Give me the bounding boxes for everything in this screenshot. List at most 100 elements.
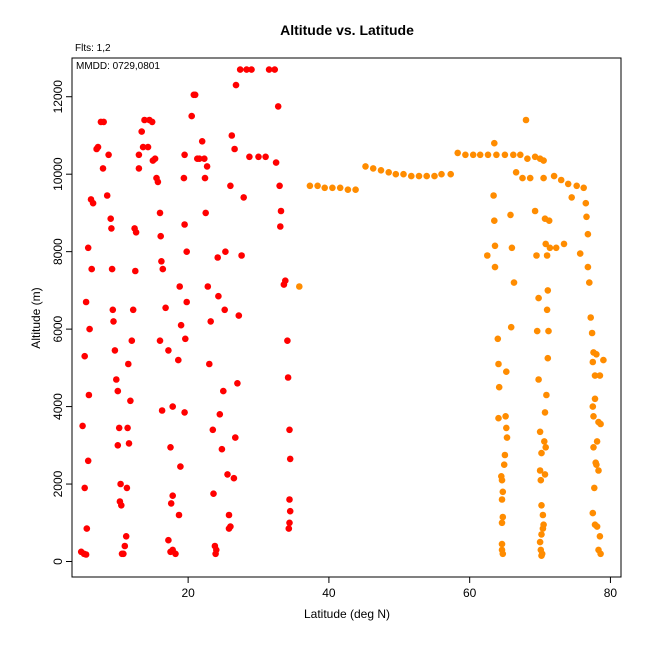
data-point: [231, 145, 238, 153]
data-point: [438, 170, 445, 178]
data-point: [154, 178, 162, 186]
data-point: [243, 66, 250, 73]
data-point: [586, 279, 593, 286]
data-point: [181, 151, 188, 159]
data-point: [222, 248, 229, 255]
data-point: [128, 337, 136, 345]
data-point: [183, 298, 190, 306]
data-point: [590, 444, 597, 451]
data-point: [596, 533, 604, 540]
x-axis: 20 40 60 80: [181, 577, 617, 600]
data-point: [491, 139, 498, 147]
data-point: [272, 159, 280, 166]
data-point: [127, 397, 134, 405]
data-point: [476, 151, 484, 159]
y-tick-label: 10000: [51, 157, 65, 191]
data-point: [108, 265, 116, 273]
data-point: [494, 335, 502, 343]
data-point: [501, 151, 509, 159]
data-point: [493, 151, 500, 159]
data-point: [495, 414, 502, 422]
data-point: [158, 407, 166, 414]
data-point: [207, 318, 214, 325]
data-point: [590, 413, 597, 420]
data-point: [238, 252, 245, 259]
data-point: [539, 511, 547, 519]
data-point: [139, 143, 147, 151]
data-point: [550, 172, 558, 180]
data-point: [498, 476, 506, 484]
data-point: [587, 314, 594, 321]
data-point: [124, 424, 131, 432]
data-point: [583, 213, 590, 221]
x-tick-label: 40: [322, 586, 336, 600]
data-point: [512, 169, 520, 176]
data-point: [100, 118, 107, 126]
data-point: [538, 552, 545, 559]
data-point: [169, 492, 176, 500]
data-point: [141, 116, 148, 124]
data-point: [85, 391, 93, 399]
data-point: [447, 170, 455, 178]
data-point: [129, 306, 137, 314]
data-point: [568, 194, 575, 201]
data-point: [533, 252, 540, 259]
data-point: [321, 184, 329, 192]
data-point: [183, 248, 190, 255]
data-point: [540, 174, 547, 182]
data-point: [462, 151, 469, 159]
data-point: [392, 170, 400, 178]
data-point: [400, 170, 407, 178]
data-point: [600, 356, 607, 364]
data-point: [114, 387, 122, 395]
data-point: [285, 525, 293, 532]
date-annotation: MMDD: 0729,0801: [76, 61, 160, 72]
data-point: [589, 358, 597, 366]
data-point: [536, 467, 544, 474]
data-point: [240, 194, 247, 201]
data-point: [576, 250, 584, 257]
data-point: [109, 306, 117, 314]
data-point: [206, 360, 213, 368]
data-point: [490, 192, 497, 199]
data-point: [117, 480, 124, 488]
data-point: [591, 484, 598, 492]
data-point: [596, 372, 604, 379]
data-point: [484, 151, 492, 159]
data-point: [125, 440, 133, 447]
data-point: [377, 167, 385, 174]
data-point: [165, 536, 172, 544]
data-point: [158, 258, 165, 265]
data-point: [423, 172, 431, 180]
data-point: [491, 242, 499, 250]
data-point: [522, 116, 530, 124]
data-point: [156, 337, 164, 345]
data-point: [431, 172, 438, 180]
data-point: [113, 376, 120, 383]
data-point: [114, 442, 122, 449]
data-point: [286, 507, 294, 515]
y-tick-label: 12000: [51, 80, 65, 114]
data-point: [538, 531, 545, 538]
data-point: [89, 199, 97, 207]
data-point: [584, 263, 592, 271]
data-point: [157, 232, 164, 240]
data-point: [118, 502, 125, 509]
data-point: [535, 294, 542, 302]
data-point: [144, 143, 152, 151]
data-point: [543, 391, 550, 399]
data-point: [543, 306, 551, 314]
data-point: [544, 354, 552, 362]
data-point: [539, 525, 547, 532]
data-point: [491, 217, 498, 224]
data-point: [517, 151, 524, 159]
data-point: [84, 244, 92, 252]
data-point: [122, 533, 130, 540]
data-point: [369, 165, 377, 172]
data-point: [545, 327, 552, 335]
data-point: [262, 153, 269, 161]
data-point: [560, 240, 568, 248]
data-point: [148, 118, 156, 126]
data-point: [510, 279, 518, 286]
data-point: [526, 174, 534, 182]
